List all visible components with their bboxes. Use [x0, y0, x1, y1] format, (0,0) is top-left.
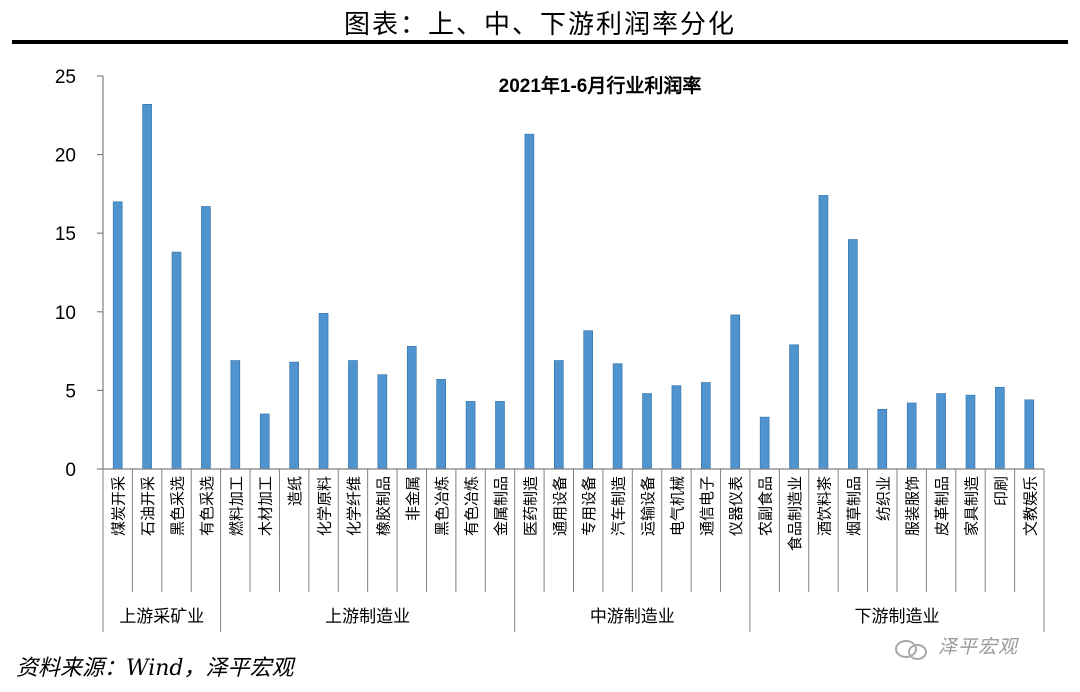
bar [642, 393, 652, 470]
bar [701, 382, 711, 470]
category-label: 造纸 [286, 476, 304, 506]
bar [995, 386, 1005, 470]
bar [612, 363, 623, 470]
source-note: 资料来源：Wind，泽平宏观 [16, 656, 294, 681]
bar [495, 401, 505, 470]
category-label: 专用设备 [580, 476, 598, 536]
category-label: 木材加工 [257, 476, 275, 536]
category-label: 燃料加工 [227, 476, 245, 536]
y-tick-label: 25 [55, 67, 76, 88]
bar [759, 416, 770, 470]
category-label: 有色冶炼 [463, 476, 481, 536]
category-label: 皮革制品 [933, 476, 951, 536]
y-tick-label: 10 [55, 303, 76, 324]
category-label: 食品制造业 [786, 476, 804, 551]
category-label: 石油开采 [139, 476, 157, 536]
y-tick-label: 15 [55, 224, 76, 245]
bar [230, 360, 241, 470]
category-label: 纺织业 [874, 476, 892, 521]
category-label: 医药制造 [521, 476, 539, 536]
bar [583, 330, 594, 470]
category-label: 运输设备 [639, 476, 657, 536]
category-label: 煤炭开采 [110, 476, 128, 536]
bar [789, 344, 799, 470]
category-label: 化学纤维 [345, 476, 363, 536]
bar [671, 385, 682, 470]
category-label: 化学原料 [316, 476, 334, 536]
bar [406, 346, 417, 470]
category-label: 通用设备 [551, 476, 569, 536]
bar [936, 393, 946, 470]
bar [730, 314, 741, 470]
bar [348, 360, 358, 470]
category-label: 橡胶制品 [374, 476, 392, 536]
category-label: 酒饮料茶 [815, 476, 833, 536]
bar [524, 133, 535, 470]
category-label: 服装服饰 [904, 476, 922, 536]
bar [289, 361, 299, 470]
category-label: 汽车制造 [610, 476, 628, 536]
category-label: 印刷 [992, 476, 1010, 506]
bar [377, 374, 388, 470]
bar [465, 401, 476, 470]
category-label: 非金属 [404, 476, 422, 521]
category-label: 黑色采选 [169, 476, 187, 536]
bar [906, 402, 917, 470]
y-tick-label: 5 [65, 381, 76, 402]
category-label: 仪器仪表 [727, 476, 745, 536]
bar [877, 408, 888, 470]
y-axis: 0 5 10 15 20 25 [55, 67, 104, 481]
bar [142, 103, 152, 470]
category-label: 农副食品 [757, 476, 775, 536]
bar [1024, 399, 1035, 470]
figure-title: 图表：上、中、下游利润率分化 [343, 10, 736, 40]
category-label: 烟草制品 [845, 476, 863, 536]
bar [112, 201, 123, 470]
category-label: 有色采选 [198, 476, 216, 536]
bar [848, 239, 858, 470]
group-label: 上游制造业 [325, 607, 410, 627]
chart-title: 2021年1-6月行业利润率 [499, 74, 702, 97]
watermark-text: 泽平宏观 [938, 636, 1019, 658]
category-label: 黑色冶炼 [433, 476, 451, 536]
bars [103, 103, 1044, 470]
group-label: 中游制造业 [590, 607, 675, 627]
bar [436, 379, 446, 470]
bar [318, 313, 329, 470]
group-label: 下游制造业 [854, 607, 939, 627]
bar [259, 413, 270, 470]
bar [818, 195, 829, 470]
watermark: 泽平宏观 [895, 632, 1019, 660]
bar [171, 251, 182, 470]
bar [201, 206, 211, 470]
category-label: 通信电子 [698, 476, 716, 536]
y-tick-label: 20 [55, 146, 76, 167]
category-label: 家具制造 [962, 476, 980, 536]
category-label: 金属制品 [492, 476, 510, 536]
y-tick-label: 0 [65, 460, 76, 481]
group-labels: 上游采矿业 上游制造业 中游制造业 下游制造业 [102, 592, 1045, 632]
bar [965, 394, 976, 470]
bar [553, 360, 564, 470]
category-label: 电气机械 [668, 476, 686, 536]
title-divider [12, 40, 1068, 44]
category-labels: 煤炭开采 石油开采 黑色采选 有色采选 燃料加工 木材加工 造纸 化学原料 化学纤维 橡胶制品 非金… [102, 469, 1045, 592]
wechat-icon [895, 638, 931, 660]
category-label: 文教娱乐 [1021, 476, 1039, 536]
group-label: 上游采矿业 [119, 607, 204, 627]
